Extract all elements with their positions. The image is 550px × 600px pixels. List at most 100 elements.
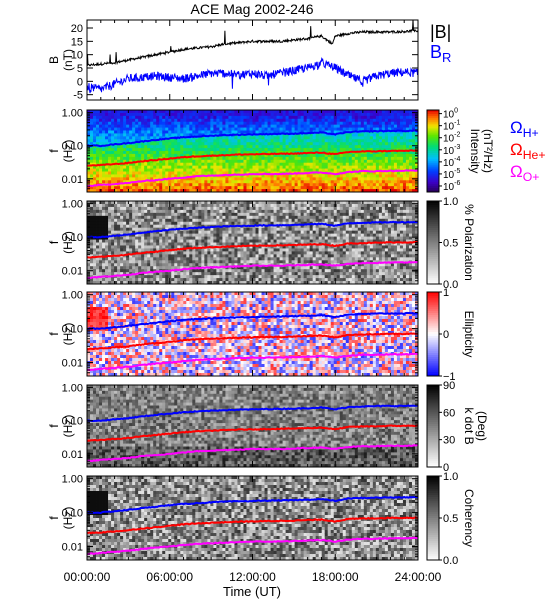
spectrogram-cell: [408, 153, 413, 158]
spectrogram-cell: [159, 272, 163, 276]
spectrogram-cell: [291, 130, 296, 134]
spectrogram-cell: [288, 186, 293, 190]
spectrogram-cell: [210, 221, 214, 226]
spectrogram-cell: [234, 112, 238, 117]
spectrogram-cell: [399, 121, 404, 126]
spectrogram-cell: [414, 121, 419, 126]
spectrogram-cell: [207, 224, 211, 229]
spectrogram-cell: [402, 136, 407, 140]
spectrogram-cell: [246, 118, 250, 123]
spectrogram-cell: [135, 110, 139, 114]
spectrogram-cell: [135, 165, 139, 169]
spectrogram-cell: [258, 218, 262, 223]
spectrogram-cell: [144, 266, 148, 270]
spectrogram-cell: [237, 153, 241, 158]
spectrogram-cell: [117, 206, 121, 211]
spectrogram-cell: [267, 112, 271, 117]
spectrogram-cell: [219, 239, 223, 243]
spectrogram-cell: [114, 227, 118, 232]
spectrogram-cell: [120, 148, 124, 152]
spectrogram-cell: [90, 130, 94, 134]
spectrogram-cell: [327, 121, 332, 126]
spectrogram-cell: [324, 118, 329, 123]
spectrogram-cell: [396, 186, 401, 190]
spectrogram-cell: [93, 278, 97, 282]
spectrogram-cell: [408, 183, 413, 187]
spectrogram-cell: [357, 142, 362, 146]
spectrogram-cell: [354, 156, 359, 161]
spectrogram-cell: [207, 203, 211, 208]
spectrogram-cell: [156, 206, 160, 211]
spectrogram-cell: [183, 168, 187, 172]
spectrogram-cell: [288, 121, 293, 126]
spectrogram-cell: [231, 189, 235, 193]
spectrogram-cell: [186, 121, 190, 126]
spectrogram-cell: [294, 189, 299, 193]
spectrogram-cell: [327, 162, 332, 167]
spectrogram-cell: [234, 251, 238, 255]
spectrogram-cell: [225, 148, 229, 152]
spectrogram-cell: [210, 260, 214, 264]
spectrogram-cell: [405, 159, 410, 164]
spectrogram-cell: [117, 212, 121, 217]
colorbar-swatch: [427, 142, 439, 146]
spectrogram-cell: [105, 212, 109, 217]
spectrogram-cell: [195, 257, 199, 261]
spectrogram-cell: [399, 139, 404, 143]
spectrogram-cell: [180, 110, 184, 114]
spectrogram-cell: [303, 159, 308, 164]
spectrogram-cell: [237, 174, 241, 178]
spectrogram-cell: [126, 165, 130, 169]
spectrogram-cell: [405, 118, 410, 123]
spectrogram-cell: [282, 142, 286, 146]
spectrogram-cell: [141, 183, 145, 187]
spectrogram-cell: [249, 266, 253, 270]
spectrogram-cell: [117, 180, 121, 184]
spectrogram-cell: [141, 165, 145, 169]
spectrogram-cell: [114, 118, 118, 123]
spectrogram-cell: [336, 180, 341, 184]
spectrogram-cell: [279, 142, 283, 146]
spectrogram-cell: [381, 112, 386, 117]
spectrogram-cell: [87, 174, 91, 178]
spectrogram-cell: [213, 180, 217, 184]
spectrogram-cell: [180, 263, 184, 267]
spectrogram-cell: [195, 236, 199, 240]
spectrogram-cell: [186, 153, 190, 158]
spectrogram-cell: [141, 110, 145, 114]
spectrogram-cell: [243, 245, 247, 249]
spectrogram-cell: [360, 177, 365, 181]
spectrogram-cell: [138, 136, 142, 140]
spectrogram-cell: [165, 278, 169, 282]
spectrogram-cell: [231, 215, 235, 220]
spectrogram-cell: [231, 162, 235, 167]
spectrogram-cell: [237, 159, 241, 164]
spectrogram-cell: [324, 165, 329, 169]
spectrogram-cell: [201, 145, 205, 149]
spectrogram-cell: [144, 153, 148, 158]
spectrogram-cell: [363, 139, 368, 143]
spectrogram-cell: [315, 136, 320, 140]
spectrogram-cell: [240, 239, 244, 243]
spectrogram-cell: [252, 168, 256, 172]
spectrogram-cell: [150, 171, 154, 175]
spectrogram-cell: [219, 272, 223, 276]
spectrogram-cell: [237, 151, 241, 155]
spectrogram-cell: [348, 162, 353, 167]
spectrogram-cell: [87, 165, 91, 169]
spectrogram-cell: [237, 209, 241, 214]
spectrogram-cell: [231, 201, 235, 205]
spectrogram-cell: [249, 165, 253, 169]
spectrogram-cell: [183, 162, 187, 167]
spectrogram-cell: [201, 165, 205, 169]
spectrogram-cell: [213, 148, 217, 152]
spectrogram-cell: [141, 171, 145, 175]
spectrogram-cell: [243, 110, 247, 114]
spectrogram-cell: [246, 206, 250, 211]
spectrogram-cell: [135, 233, 139, 237]
colorbar-swatch: [427, 112, 439, 115]
spectrogram-cell: [129, 151, 133, 155]
spectrogram-cell: [285, 153, 290, 158]
spectrogram-cell: [231, 165, 235, 169]
spectrogram-cell: [183, 260, 187, 264]
